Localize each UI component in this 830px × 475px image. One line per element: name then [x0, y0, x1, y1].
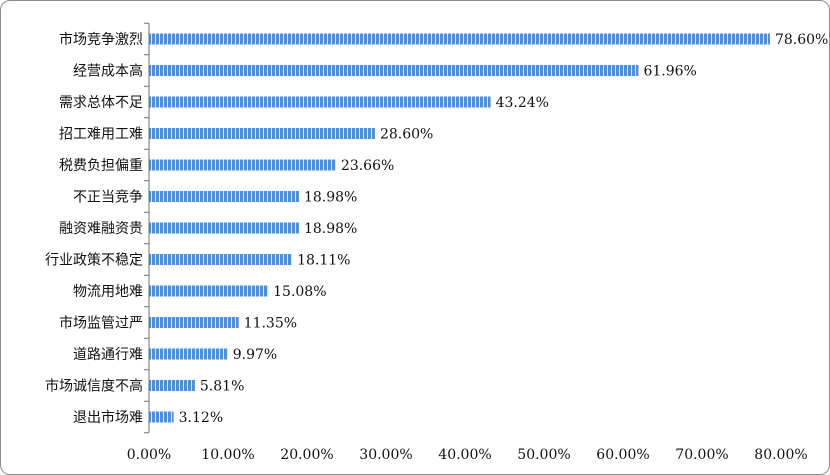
bar — [149, 411, 174, 423]
data-label: 3.12% — [179, 410, 223, 426]
x-axis-tick-label: 20.00% — [280, 447, 333, 463]
x-axis-tick-label: 50.00% — [517, 447, 570, 463]
bar — [149, 33, 770, 45]
data-label: 23.66% — [341, 158, 394, 174]
bar — [149, 159, 336, 171]
category-label: 市场诚信度不高 — [45, 378, 143, 395]
data-label: 28.60% — [380, 127, 433, 143]
labels-layer: 市场竞争激烈 78.60% 经营成本高 61.96% 需求总体不足 43.24% 招工难用工… — [45, 31, 828, 463]
x-axis-tick-label: 60.00% — [596, 447, 649, 463]
x-axis-tick-label: 10.00% — [201, 447, 254, 463]
data-label: 43.24% — [496, 95, 549, 111]
x-axis-tick-label: 70.00% — [675, 447, 728, 463]
bar — [149, 96, 491, 108]
data-label: 18.98% — [304, 221, 357, 237]
bar — [149, 348, 228, 360]
axis-layer — [144, 22, 150, 434]
category-label: 不正当竞争 — [73, 189, 143, 206]
category-label: 行业政策不稳定 — [45, 252, 143, 269]
category-label: 招工难用工难 — [59, 127, 143, 143]
category-label: 市场竞争激烈 — [59, 31, 143, 48]
category-label: 经营成本高 — [73, 63, 143, 80]
bar — [149, 380, 195, 391]
data-label: 9.97% — [233, 347, 277, 363]
category-label: 税费负担偏重 — [59, 158, 143, 174]
x-axis-tick-label: 30.00% — [359, 447, 412, 463]
bars-layer — [149, 33, 770, 423]
bar — [149, 128, 375, 139]
bar — [149, 285, 269, 297]
bar — [149, 317, 239, 328]
category-label: 物流用地难 — [73, 284, 143, 300]
data-label: 18.11% — [297, 253, 350, 269]
data-label: 5.81% — [200, 379, 244, 395]
bar — [149, 65, 639, 76]
data-label: 11.35% — [244, 316, 297, 332]
data-label: 18.98% — [304, 190, 357, 206]
category-label: 需求总体不足 — [59, 95, 143, 111]
bar — [149, 222, 299, 234]
category-label: 市场监管过严 — [59, 315, 143, 332]
bar — [149, 191, 299, 202]
bar — [149, 254, 293, 265]
category-label: 退出市场难 — [73, 409, 143, 426]
x-axis-tick-label: 80.00% — [754, 447, 807, 463]
data-label: 78.60% — [775, 32, 828, 48]
category-label: 道路通行难 — [73, 347, 143, 363]
category-label: 融资难融资贵 — [59, 221, 143, 237]
x-axis-tick-label: 0.00% — [127, 447, 171, 463]
x-axis-tick-label: 40.00% — [438, 447, 491, 463]
data-label: 61.96% — [643, 64, 696, 80]
data-label: 15.08% — [273, 284, 326, 300]
